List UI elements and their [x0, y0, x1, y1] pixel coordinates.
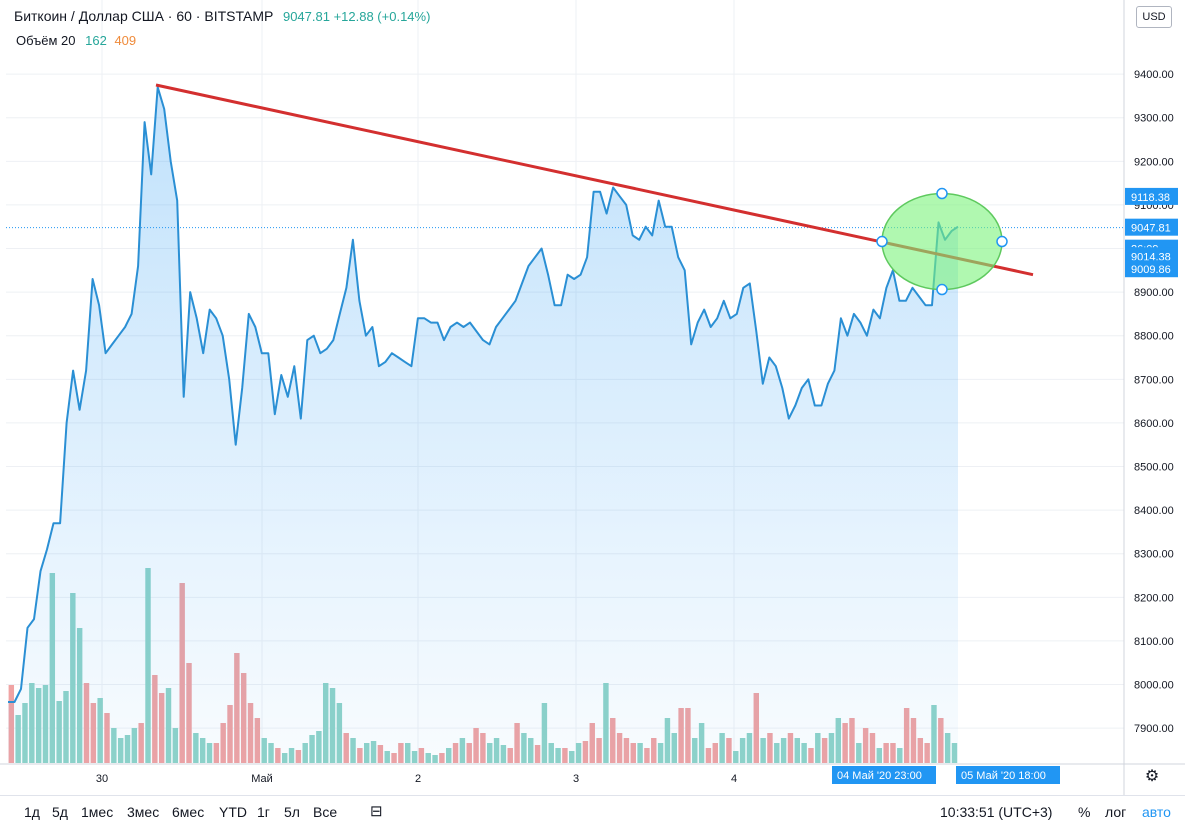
- log-toggle[interactable]: лог: [1105, 804, 1127, 820]
- y-tick-label: 8700.00: [1134, 374, 1174, 386]
- volume-legend: Объём 20 162 409: [16, 33, 136, 48]
- volume-label[interactable]: Объём 20: [16, 33, 76, 48]
- y-tick-label: 7900.00: [1134, 723, 1174, 735]
- symbol-title[interactable]: Биткоин / Доллар США · 60 · BITSTAMP: [14, 8, 274, 24]
- ellipse-handle[interactable]: [876, 235, 888, 248]
- price-series-line: [8, 86, 959, 703]
- time-label-box: [956, 766, 1060, 784]
- time-label: 05 Май '20 18:00: [961, 770, 1046, 782]
- y-tick-label: 8300.00: [1134, 549, 1174, 561]
- price-area-fill: [8, 87, 958, 763]
- highlight-ellipse[interactable]: [881, 192, 1003, 291]
- x-tick-label: 30: [96, 773, 108, 785]
- range-1m[interactable]: 1мес: [81, 804, 114, 820]
- x-tick-label: 3: [573, 773, 579, 785]
- range-5y[interactable]: 5л: [284, 804, 300, 820]
- price-label: 9009.86: [1131, 264, 1171, 276]
- range-1y[interactable]: 1г: [257, 804, 270, 820]
- auto-toggle[interactable]: авто: [1142, 804, 1171, 820]
- price-change: 9047.81 +12.88 (+0.14%): [282, 9, 431, 24]
- y-tick-label: 8200.00: [1134, 592, 1174, 604]
- y-tick-label: 9400.00: [1134, 69, 1174, 81]
- range-1d[interactable]: 1д: [24, 804, 40, 820]
- y-tick-label: 8400.00: [1134, 505, 1174, 517]
- y-tick-label: 9200.00: [1134, 156, 1174, 168]
- ellipse-handle[interactable]: [996, 235, 1008, 248]
- range-3m[interactable]: 3мес: [127, 804, 160, 820]
- y-tick-label: 8100.00: [1134, 636, 1174, 648]
- x-tick-label: 4: [731, 773, 737, 785]
- price-label: 9118.38: [1131, 192, 1170, 204]
- range-6m[interactable]: 6мес: [172, 804, 205, 820]
- bottom-toolbar: 1д 5д 1мес 3мес 6мес YTD 1г 5л Все ⊟ 10:…: [0, 795, 1185, 830]
- price-label-box: [1125, 247, 1178, 265]
- volume-value-2: 409: [114, 33, 137, 48]
- clock[interactable]: 10:33:51 (UTC+3): [940, 804, 1053, 820]
- calendar-goto-icon[interactable]: ⊟: [370, 803, 383, 820]
- time-label: 04 Май '20 23:00: [837, 770, 922, 782]
- ellipse-handle[interactable]: [936, 283, 948, 296]
- price-label-box: [1125, 187, 1178, 205]
- symbol-legend: Биткоин / Доллар США · 60 · BITSTAMP 904…: [14, 8, 430, 24]
- y-tick-label: 8600.00: [1134, 418, 1174, 430]
- time-label-box: [832, 766, 936, 784]
- y-tick-label: 8500.00: [1134, 462, 1174, 474]
- y-tick-label: 8000.00: [1134, 680, 1174, 692]
- axes: 7900.00 8000.00 8100.00 8200.00 8300.00 8400.…: [0, 0, 1185, 795]
- price-label-box: [1125, 260, 1178, 278]
- x-tick-label: Май: [251, 773, 273, 785]
- y-tick-label: 9300.00: [1134, 113, 1174, 125]
- range-all[interactable]: Все: [313, 804, 338, 820]
- price-area: [8, 86, 959, 763]
- y-tick-label: 8800.00: [1134, 331, 1174, 343]
- range-5d[interactable]: 5д: [52, 804, 68, 820]
- currency-button[interactable]: USD: [1136, 6, 1172, 28]
- volume-value-1: 162: [85, 33, 107, 48]
- price-label-box: [1125, 218, 1178, 236]
- price-label: 9047.81: [1131, 223, 1171, 235]
- drawings[interactable]: [6, 83, 1124, 296]
- y-tick-label: 8900.00: [1134, 287, 1174, 299]
- range-ytd[interactable]: YTD: [219, 804, 247, 820]
- percent-toggle[interactable]: %: [1078, 804, 1091, 820]
- gear-icon[interactable]: ⚙: [1144, 768, 1160, 785]
- ellipse-handle[interactable]: [936, 187, 948, 200]
- x-tick-label: 2: [415, 773, 421, 785]
